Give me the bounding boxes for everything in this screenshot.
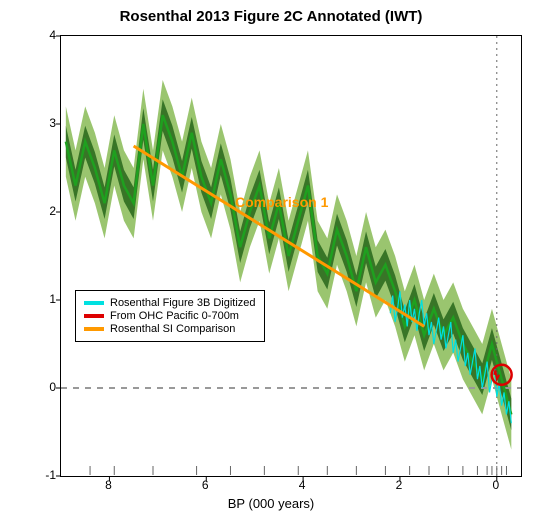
legend-item: Rosenthal Figure 3B Digitized [84,297,256,309]
legend-label: Rosenthal SI Comparison [110,323,235,335]
comparison-annotation: Comparison 1 [235,194,328,210]
legend-swatch [84,314,104,318]
y-tick: -1 [45,468,56,482]
y-tick: 3 [49,116,56,130]
x-tick: 8 [105,478,112,492]
x-axis-label: BP (000 years) [0,496,542,511]
x-tick: 2 [396,478,403,492]
legend-label: From OHC Pacific 0-700m [110,310,239,322]
x-tick: 6 [202,478,209,492]
chart-container: Rosenthal 2013 Figure 2C Annotated (IWT)… [0,0,542,519]
legend-box: Rosenthal Figure 3B DigitizedFrom OHC Pa… [75,290,265,342]
legend-label: Rosenthal Figure 3B Digitized [110,297,256,309]
legend-swatch [84,327,104,331]
plot-svg [61,36,521,476]
legend-swatch [84,301,104,305]
plot-area [60,35,522,477]
legend-item: Rosenthal SI Comparison [84,323,256,335]
y-tick: 0 [49,380,56,394]
chart-title: Rosenthal 2013 Figure 2C Annotated (IWT) [0,8,542,25]
y-tick: 4 [49,28,56,42]
y-tick: 2 [49,204,56,218]
y-tick: 1 [49,292,56,306]
legend-item: From OHC Pacific 0-700m [84,310,256,322]
x-tick: 0 [492,478,499,492]
x-tick: 4 [299,478,306,492]
